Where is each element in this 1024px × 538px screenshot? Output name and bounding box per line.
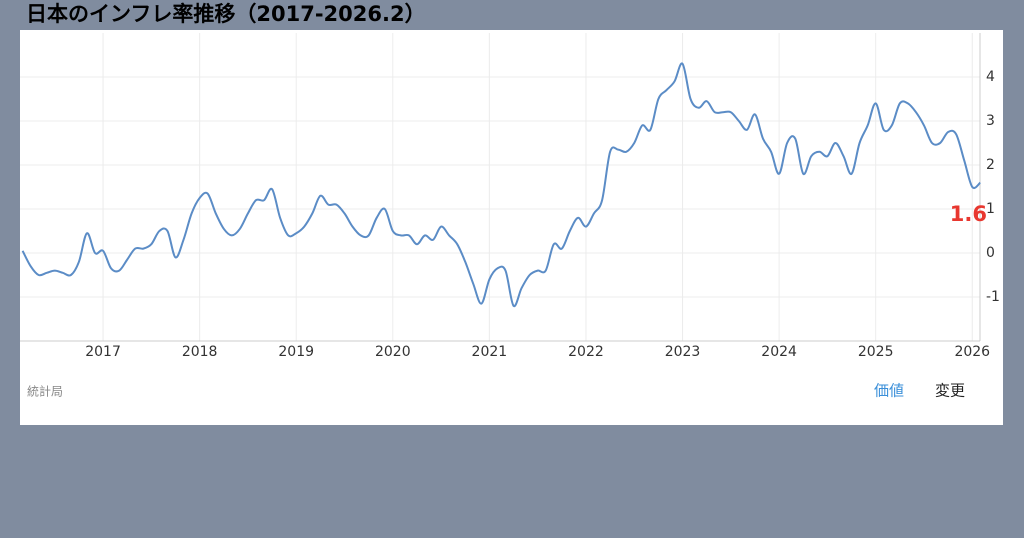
line — [21, 62, 981, 308]
x-tick-label: 2022 — [568, 344, 604, 360]
x-tick-label: 2018 — [182, 344, 218, 360]
x-tick-label: 2025 — [858, 344, 894, 360]
x-tick-label: 2017 — [85, 344, 121, 360]
change-button[interactable]: 変更 — [935, 382, 965, 400]
last-value-label: 1.6 — [950, 202, 987, 226]
source: 統計局 — [27, 384, 63, 399]
x-tick-label: 2020 — [375, 344, 411, 360]
x-tick-label: 2021 — [472, 344, 508, 360]
panel — [20, 30, 1003, 425]
y-tick-label: 3 — [986, 113, 995, 129]
y-tick-label: 0 — [986, 245, 995, 261]
x-tick-label: 2024 — [761, 344, 797, 360]
x-tick-label: 2019 — [278, 344, 314, 360]
x-tick-label: 2026 — [954, 344, 990, 360]
y-tick-label: 2 — [986, 157, 995, 173]
value-button[interactable]: 価値 — [874, 382, 904, 400]
y-tick-label: -1 — [986, 289, 1000, 305]
y-tick-label: 4 — [986, 69, 995, 85]
x-tick-label: 2023 — [665, 344, 701, 360]
chart-title: 日本のインフレ率推移（2017-2026.2） — [26, 2, 426, 26]
y-tick-label: 1 — [986, 201, 995, 217]
